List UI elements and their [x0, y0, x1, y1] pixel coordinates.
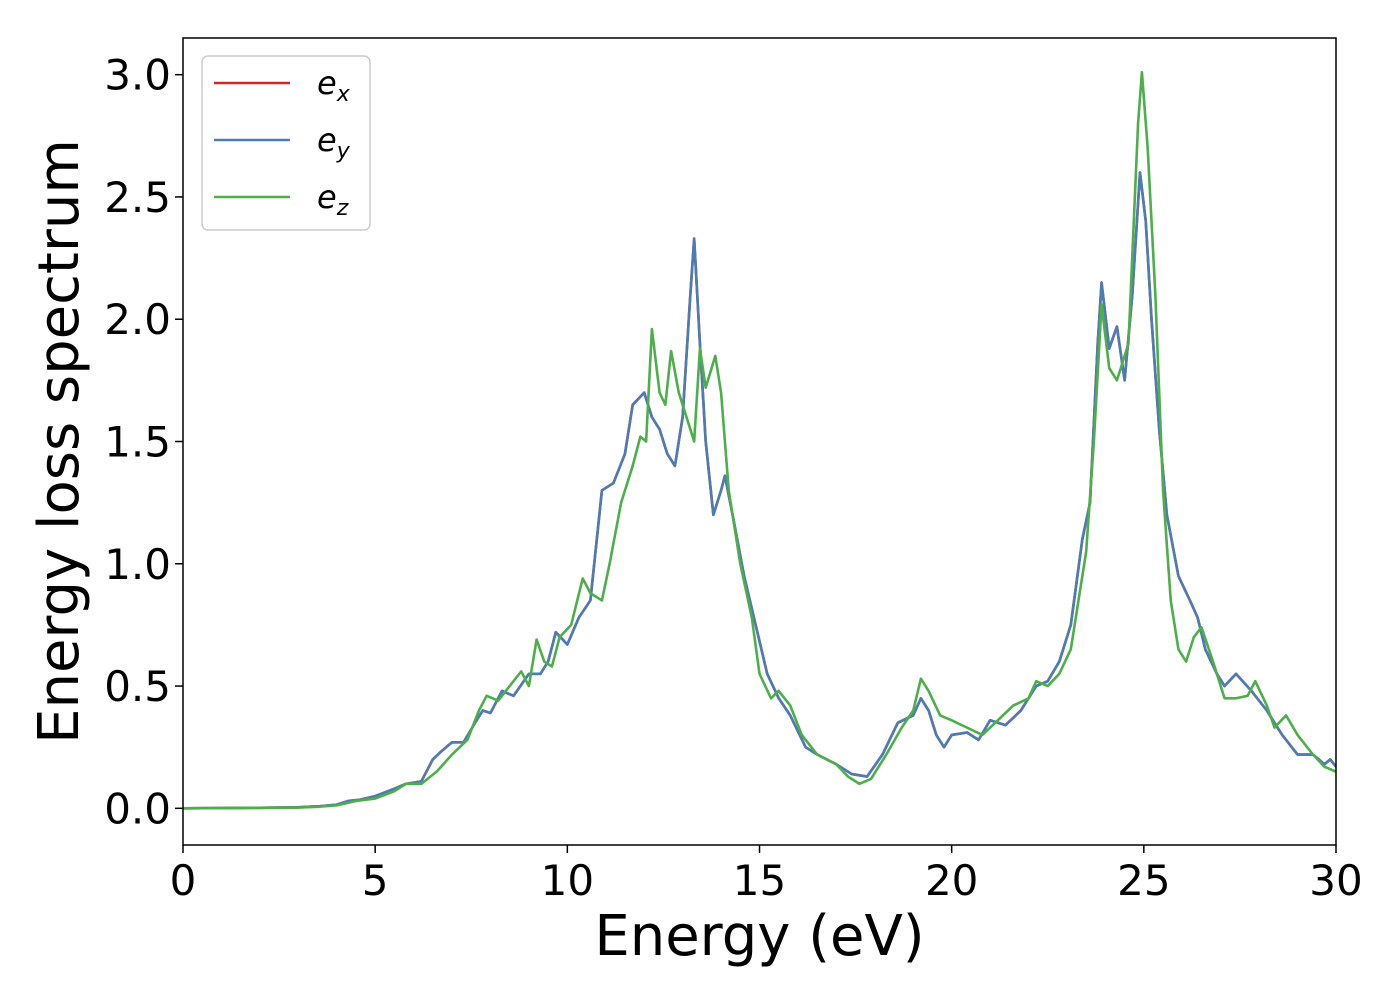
y-tick-label: 0.5 — [104, 662, 171, 711]
y-tick-label: 2.0 — [104, 295, 171, 344]
legend-label-x: ex — [317, 64, 351, 107]
series-line-z — [183, 70, 1336, 810]
x-tick-label: 10 — [541, 856, 594, 905]
y-tick-label: 3.0 — [104, 51, 171, 100]
legend-label-z: ez — [317, 178, 349, 221]
series-layer — [183, 70, 1336, 810]
y-tick-label: 1.5 — [104, 418, 171, 467]
x-axis-label: Energy (eV) — [594, 904, 924, 969]
x-tick-label: 5 — [362, 856, 389, 905]
y-tick-label: 0.0 — [104, 784, 171, 833]
series-line-y — [183, 171, 1336, 810]
x-tick-label: 0 — [170, 856, 197, 905]
x-axis: 0 5 10 15 20 25 30 — [170, 845, 1363, 905]
y-tick-label: 1.0 — [104, 540, 171, 589]
y-axis: 0.0 0.5 1.0 1.5 2.0 2.5 3.0 — [104, 51, 183, 833]
legend: ex ey ez — [201, 55, 371, 231]
y-axis-label: Energy loss spectrum — [27, 139, 92, 744]
x-tick-label: 30 — [1309, 856, 1362, 905]
y-tick-label: 2.5 — [104, 173, 171, 222]
legend-box — [201, 55, 371, 231]
x-tick-label: 25 — [1117, 856, 1170, 905]
x-tick-label: 15 — [733, 856, 786, 905]
x-tick-label: 20 — [925, 856, 978, 905]
legend-label-y: ey — [317, 121, 351, 164]
